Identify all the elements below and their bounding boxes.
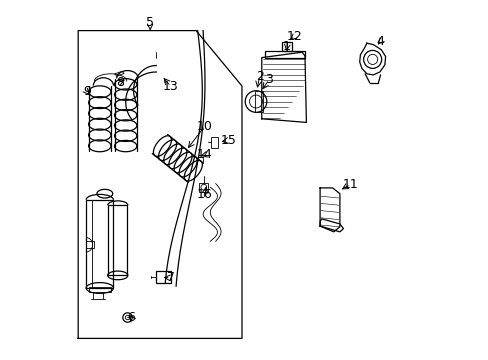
Text: 15: 15 — [220, 134, 236, 147]
Text: 1: 1 — [283, 40, 290, 53]
Text: 9: 9 — [82, 85, 91, 98]
Bar — [255, 91, 263, 112]
Bar — [89, 287, 110, 292]
Text: 8: 8 — [116, 76, 124, 89]
Bar — [107, 205, 127, 275]
Bar — [264, 51, 305, 58]
Text: 6: 6 — [127, 311, 135, 324]
Text: 5: 5 — [146, 16, 154, 29]
Bar — [86, 241, 94, 248]
Text: 16: 16 — [197, 188, 212, 201]
Bar — [156, 271, 171, 283]
Bar — [199, 183, 208, 192]
Bar — [86, 200, 113, 288]
Text: 10: 10 — [197, 120, 212, 132]
Text: 12: 12 — [286, 30, 302, 42]
Text: 4: 4 — [376, 35, 384, 48]
Text: 14: 14 — [197, 148, 212, 161]
Bar — [281, 42, 291, 51]
Bar — [211, 137, 218, 148]
Text: 13: 13 — [163, 80, 178, 93]
Text: 11: 11 — [342, 178, 358, 191]
Text: 3: 3 — [264, 73, 272, 86]
Text: 7: 7 — [166, 271, 174, 284]
Text: 2: 2 — [255, 70, 263, 83]
